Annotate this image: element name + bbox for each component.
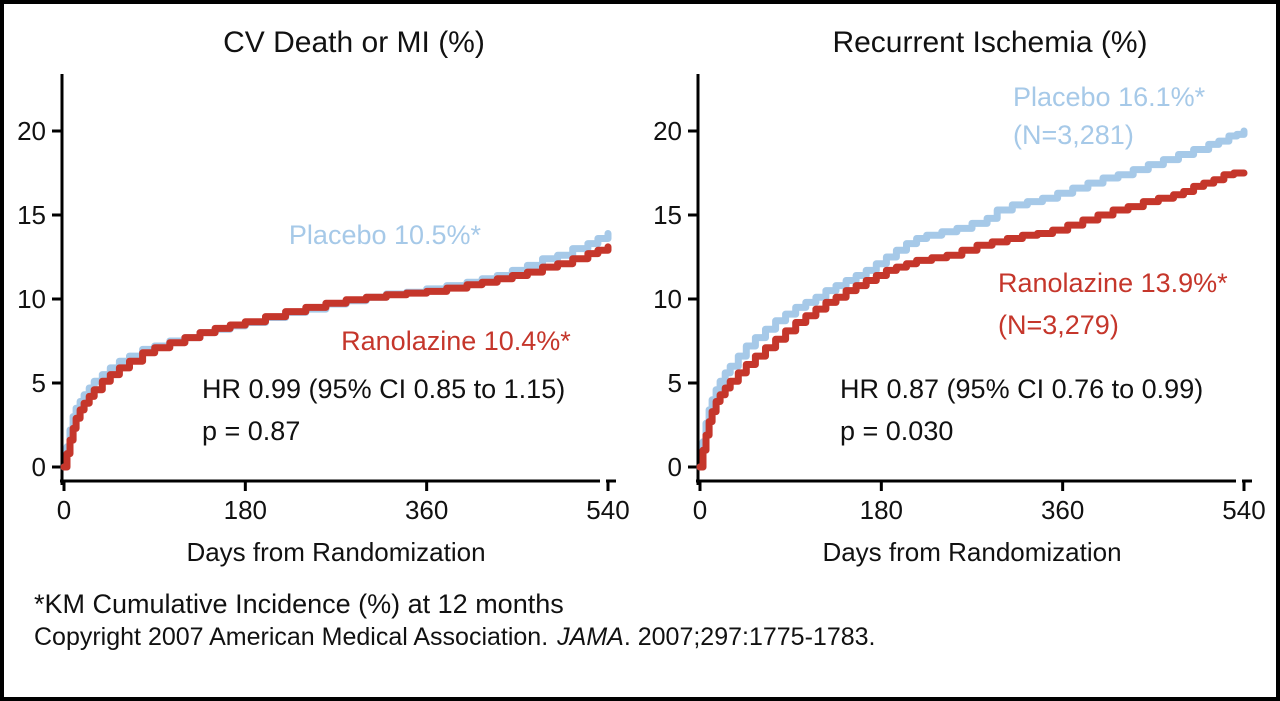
x-axis-title: Days from Randomization	[822, 537, 1121, 567]
y-tick-label: 15	[17, 200, 46, 230]
placebo-n-label: (N=3,281)	[1013, 120, 1134, 150]
axes: 0 5 10 15 20 0 180 360 540 Days from Randomizatio…	[17, 74, 630, 567]
chart-panel-recurrent-ischemia: Recurrent Ischemia (%) 0 5 10 15 20 0 180 360 54…	[640, 24, 1276, 584]
journal-name: JAMA	[557, 623, 624, 651]
chart-title-recurrent-ischemia: Recurrent Ischemia (%)	[832, 26, 1148, 59]
x-tick-label: 180	[860, 495, 903, 525]
copyright-prefix: Copyright 2007 American Medical Associat…	[34, 623, 549, 651]
ranolazine-curve-label: Ranolazine 13.9%*	[998, 268, 1228, 298]
hazard-ratio-text: HR 0.99 (95% CI 0.85 to 1.15)	[202, 374, 565, 404]
placebo-km-curve	[696, 127, 1248, 471]
ranolazine-n-label: (N=3,279)	[998, 310, 1119, 340]
placebo-curve-label: Placebo 10.5%*	[289, 220, 482, 250]
x-tick-label: 540	[586, 495, 629, 525]
copyright-line: Copyright 2007 American Medical Associat…	[34, 622, 1276, 652]
y-tick-label: 10	[653, 284, 682, 314]
ranolazine-curve-label: Ranolazine 10.4%*	[341, 326, 571, 356]
x-axis-title: Days from Randomization	[186, 537, 485, 567]
placebo-curve-label: Placebo 16.1%*	[1013, 82, 1206, 112]
x-tick-label: 360	[405, 495, 448, 525]
p-value-text: p = 0.030	[840, 416, 953, 446]
chart-panel-cv-death-or-mi: CV Death or MI (%) 0 5 10 15 20 0 180 360 540 Day…	[4, 24, 640, 584]
km-footnote: *KM Cumulative Incidence (%) at 12 month…	[34, 589, 564, 619]
copyright-suffix: . 2007;297:1775-1783.	[623, 623, 876, 651]
y-tick-label: 10	[17, 284, 46, 314]
axes: 0 5 10 15 20 0 180 360 540 Days from Randomizatio…	[653, 74, 1266, 567]
ranolazine-km-curve	[60, 243, 612, 471]
chart-title-cv-death-or-mi: CV Death or MI (%)	[223, 26, 485, 59]
y-tick-label: 5	[668, 368, 682, 398]
charts-row: CV Death or MI (%) 0 5 10 15 20 0 180 360 540 Day…	[4, 4, 1276, 584]
y-tick-label: 20	[17, 116, 46, 146]
x-tick-label: 0	[693, 495, 707, 525]
km-chart-cv-death-or-mi: 0 5 10 15 20 0 180 360 540 Days from Randomizatio…	[17, 74, 630, 567]
km-curves	[60, 230, 612, 471]
x-tick-label: 540	[1222, 495, 1265, 525]
x-tick-label: 180	[224, 495, 267, 525]
y-tick-label: 0	[32, 452, 46, 482]
x-tick-label: 360	[1041, 495, 1084, 525]
ranolazine-km-curve	[696, 169, 1248, 471]
x-tick-label: 0	[57, 495, 71, 525]
km-chart-recurrent-ischemia: 0 5 10 15 20 0 180 360 540 Days from Randomizatio…	[653, 74, 1266, 567]
km-curves	[696, 127, 1248, 471]
y-tick-label: 5	[32, 368, 46, 398]
y-tick-label: 20	[653, 116, 682, 146]
y-tick-label: 15	[653, 200, 682, 230]
hazard-ratio-text: HR 0.87 (95% CI 0.76 to 0.99)	[840, 374, 1203, 404]
y-tick-label: 0	[668, 452, 682, 482]
p-value-text: p = 0.87	[202, 416, 300, 446]
